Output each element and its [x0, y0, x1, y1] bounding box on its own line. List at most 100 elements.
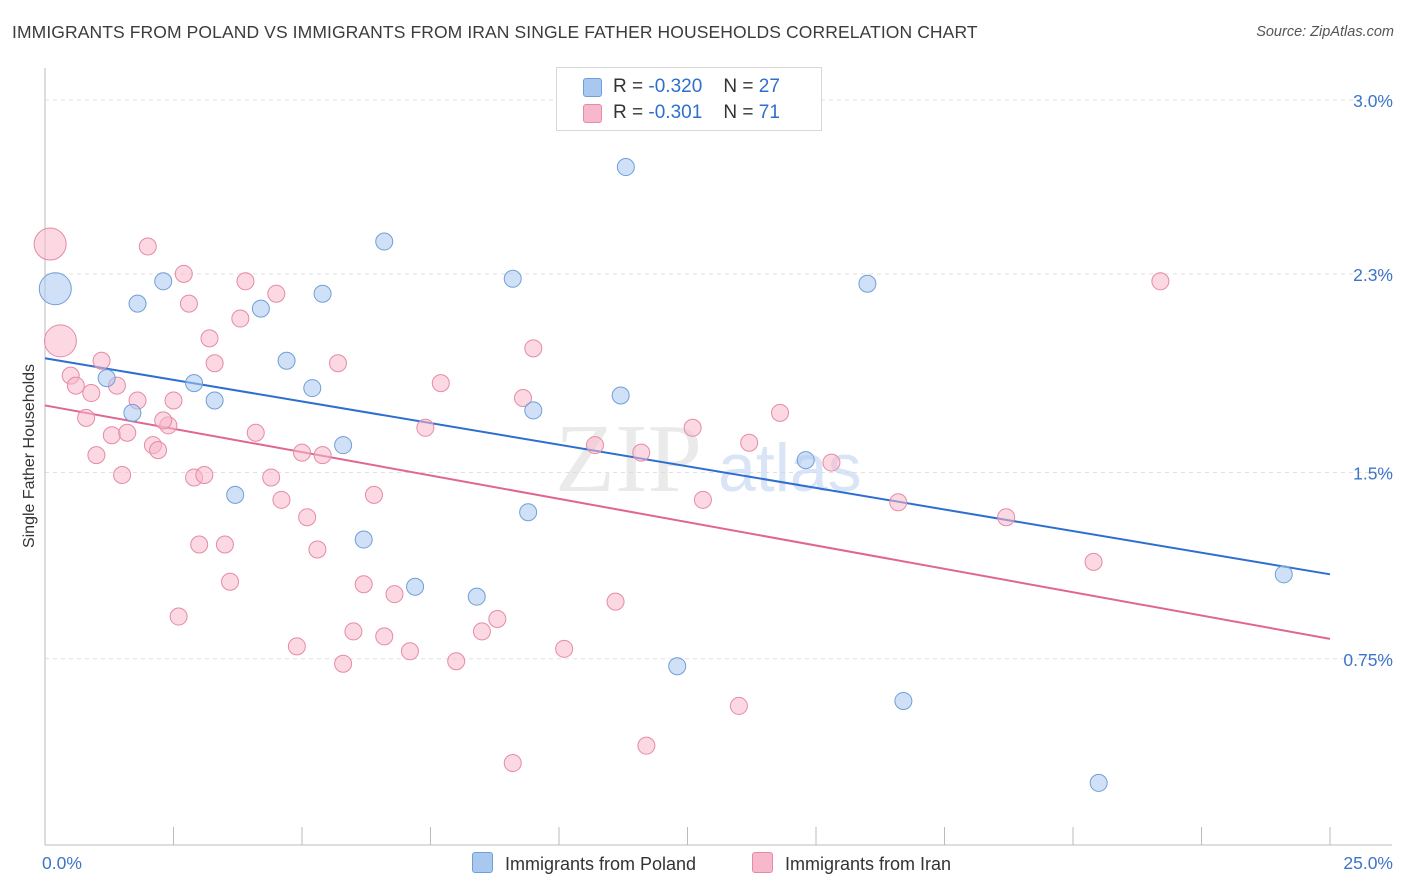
- data-point: [221, 572, 240, 591]
- data-point: [1274, 565, 1293, 584]
- data-point: [200, 329, 219, 348]
- data-point: [354, 575, 373, 594]
- data-point: [303, 379, 322, 398]
- data-point: [1151, 272, 1170, 291]
- data-point: [488, 610, 507, 629]
- data-point: [313, 446, 332, 465]
- r-value-poland: -0.320: [648, 76, 703, 97]
- data-point: [693, 490, 712, 509]
- data-point: [128, 294, 147, 313]
- trend-lines: [44, 357, 1331, 640]
- legend-item-iran: Immigrants from Iran: [752, 852, 951, 878]
- n-label: N =: [723, 102, 754, 123]
- data-point: [205, 354, 224, 373]
- data-point: [796, 451, 815, 470]
- data-point: [1084, 552, 1103, 571]
- data-point: [524, 401, 543, 420]
- data-point: [519, 503, 538, 522]
- data-point: [997, 508, 1016, 527]
- r-label: R =: [613, 76, 644, 97]
- data-point: [313, 284, 332, 303]
- data-point: [889, 493, 908, 512]
- data-point: [632, 443, 651, 462]
- y-tick-label: 3.0%: [1353, 91, 1393, 111]
- data-point: [729, 696, 748, 715]
- r-label: R =: [613, 102, 644, 123]
- legend-swatch-poland: [583, 78, 602, 97]
- y-tick-label: 1.5%: [1353, 464, 1393, 484]
- y-axis-label: Single Father Households: [21, 363, 38, 549]
- data-point: [87, 446, 106, 465]
- data-point: [174, 264, 193, 283]
- x-tick-label: 0.0%: [42, 853, 82, 873]
- data-point: [92, 351, 111, 370]
- data-point: [467, 587, 486, 606]
- legend-label-poland: Immigrants from Poland: [505, 854, 697, 874]
- data-point: [894, 691, 913, 710]
- data-point: [400, 642, 419, 661]
- data-point: [524, 339, 543, 358]
- data-point: [503, 754, 522, 773]
- data-point: [328, 354, 347, 373]
- data-point: [606, 592, 625, 611]
- data-point: [637, 736, 656, 755]
- source-label: Source: ZipAtlas.com: [1256, 24, 1394, 40]
- trend-line: [44, 404, 1331, 640]
- legend-swatch-iran: [752, 852, 773, 873]
- data-point: [231, 309, 250, 328]
- data-point: [298, 508, 317, 527]
- data-point: [406, 577, 425, 596]
- data-point: [858, 274, 877, 293]
- data-point: [344, 622, 363, 641]
- data-point: [149, 441, 168, 460]
- data-point: [205, 391, 224, 410]
- data-point: [154, 411, 173, 430]
- n-label: N =: [723, 76, 754, 97]
- trend-line: [44, 357, 1331, 576]
- data-point: [616, 158, 635, 177]
- data-point: [262, 468, 281, 487]
- data-point: [190, 535, 209, 554]
- chart-title: IMMIGRANTS FROM POLAND VS IMMIGRANTS FRO…: [12, 22, 978, 42]
- grid-lines: [45, 99, 1392, 660]
- data-point: [431, 374, 450, 393]
- data-point: [66, 376, 85, 395]
- data-point: [215, 535, 234, 554]
- data-point: [123, 403, 142, 422]
- data-point: [740, 433, 759, 452]
- data-point: [447, 652, 466, 671]
- n-value-poland: 27: [758, 76, 780, 97]
- watermark-atlas: atlas: [718, 430, 862, 506]
- legend-label-iran: Immigrants from Iran: [785, 854, 952, 874]
- data-point: [472, 622, 491, 641]
- data-point: [154, 272, 173, 291]
- data-point: [77, 408, 96, 427]
- legend-swatch-poland: [472, 852, 493, 873]
- data-point: [385, 585, 404, 604]
- data-point: [416, 418, 435, 437]
- legend-item-poland: Immigrants from Poland: [472, 852, 696, 878]
- data-point: [195, 465, 214, 484]
- x-tick-label: 25.0%: [1343, 853, 1393, 873]
- data-point: [585, 436, 604, 455]
- data-point: [308, 540, 327, 559]
- data-point: [102, 426, 121, 445]
- n-value-iran: 71: [758, 102, 780, 123]
- stats-legend: R = -0.320 N = 27 R = -0.301 N = 71: [556, 67, 822, 131]
- data-point: [364, 485, 383, 504]
- data-point: [771, 403, 790, 422]
- data-point: [164, 391, 183, 410]
- data-point: [246, 423, 265, 442]
- data-point: [236, 272, 255, 291]
- y-tick-label: 0.75%: [1343, 650, 1393, 670]
- data-point: [272, 490, 291, 509]
- r-value-iran: -0.301: [648, 102, 703, 123]
- data-point: [226, 485, 245, 504]
- data-point: [38, 272, 72, 306]
- y-tick-label: 2.3%: [1353, 265, 1393, 285]
- data-point: [503, 269, 522, 288]
- data-point: [611, 386, 630, 405]
- data-point: [179, 294, 198, 313]
- data-point: [683, 418, 702, 437]
